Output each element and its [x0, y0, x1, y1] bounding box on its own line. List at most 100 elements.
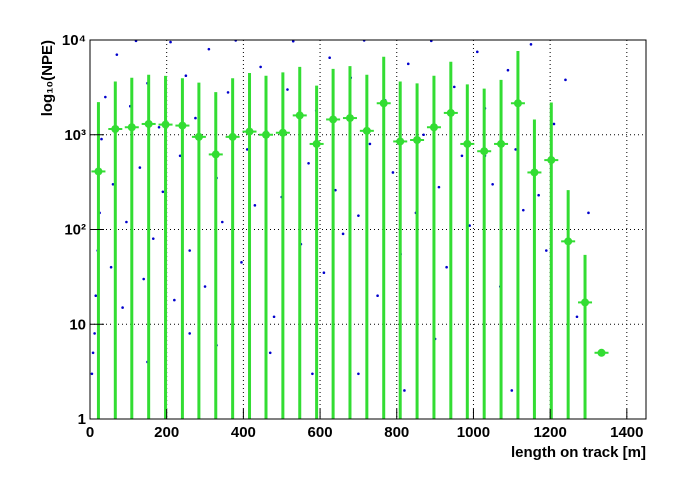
scatter-point: [587, 211, 590, 215]
scatter-point: [194, 116, 197, 120]
scatter-point: [328, 56, 331, 60]
scatter-point: [537, 193, 540, 197]
profile-point: [211, 150, 220, 159]
scatter-point: [90, 372, 94, 376]
x-tick-label: 0: [86, 424, 94, 441]
profile-point: [597, 348, 606, 357]
scatter-point: [272, 315, 276, 319]
profile-point: [295, 111, 304, 120]
scatter-point: [564, 78, 567, 82]
x-tick-label: 1200: [533, 424, 566, 441]
scatter-point: [226, 91, 230, 94]
plot-area: [90, 40, 609, 419]
scatter-point: [545, 249, 548, 252]
profile-point: [362, 126, 371, 135]
scatter-point: [253, 204, 257, 207]
profile-point: [379, 99, 388, 108]
scatter-point: [111, 182, 115, 186]
x-axis-title: length on track [m]: [511, 444, 646, 461]
scatter-point: [376, 294, 379, 298]
profile-point: [262, 130, 271, 139]
scatter-point: [203, 285, 207, 288]
profile-point: [413, 136, 422, 145]
scatter-point: [311, 372, 314, 376]
profile-point: [446, 108, 455, 117]
x-tick-label: 400: [231, 424, 256, 441]
profile-point: [497, 139, 506, 148]
profile-point: [429, 123, 438, 132]
profile-point: [513, 99, 522, 108]
scatter-point: [240, 261, 243, 264]
scatter-point: [307, 161, 310, 165]
profile-point: [547, 156, 556, 165]
profile-point: [161, 120, 170, 129]
scatter-point: [575, 315, 579, 319]
scatter-point: [322, 271, 326, 274]
scatter-point: [115, 53, 119, 56]
profile-point: [178, 121, 187, 130]
scatter-point: [207, 47, 211, 51]
scatter-point: [138, 166, 142, 169]
scatter-point: [491, 182, 494, 186]
profile-point: [581, 298, 590, 307]
scatter-point: [514, 148, 517, 151]
scatter-point: [422, 133, 425, 137]
scatter-point: [475, 50, 479, 54]
scatter-point: [286, 88, 289, 91]
profile-point: [463, 139, 472, 148]
scatter-point: [100, 137, 103, 141]
profile-point: [94, 167, 103, 176]
scatter-point: [151, 237, 155, 240]
x-tick-label: 800: [384, 424, 409, 441]
scatter-point: [142, 277, 145, 281]
scatter-point: [510, 389, 514, 392]
scatter-point: [552, 122, 556, 126]
scatter-point: [429, 40, 433, 43]
y-tick-label: 10²: [64, 222, 86, 239]
scatter-point: [109, 265, 113, 269]
scatter-point: [506, 68, 510, 72]
scatter-point: [91, 351, 95, 355]
scatter-point: [406, 62, 410, 66]
scatter-point: [184, 74, 188, 77]
y-tick-label: 10³: [64, 127, 86, 144]
scatter-point: [437, 185, 441, 189]
scatter-point: [460, 154, 464, 158]
profile-point: [245, 127, 254, 136]
x-tick-label: 1000: [457, 424, 490, 441]
scatter-point: [245, 148, 249, 151]
scatter-point: [125, 220, 128, 224]
profile-point: [329, 115, 338, 124]
profile-point: [127, 123, 136, 132]
profile-point: [530, 168, 539, 177]
scatter-point: [134, 40, 138, 43]
scatter-point: [468, 224, 471, 227]
scatter-point: [521, 208, 525, 212]
y-tick-label: 1: [78, 411, 86, 428]
scatter-point: [93, 332, 96, 335]
scatter-point: [268, 351, 272, 355]
scatter-point: [188, 249, 191, 252]
scatter-point: [259, 65, 262, 69]
profile-point: [111, 124, 120, 133]
scatter-point: [341, 232, 345, 236]
profile-point: [312, 139, 321, 148]
scatter-point: [529, 43, 533, 46]
y-tick-label: 10⁴: [62, 32, 86, 49]
profile-point: [278, 128, 287, 137]
profile-point: [228, 132, 237, 141]
scatter-point: [169, 40, 172, 44]
profile-point: [396, 137, 405, 146]
x-tick-label: 600: [308, 424, 333, 441]
scatter-point: [94, 294, 98, 298]
scatter-point: [121, 306, 124, 309]
profile-point: [564, 237, 573, 246]
scatter-point: [357, 372, 360, 376]
scatter-point: [334, 188, 337, 192]
axes: 0 200 400 600 800 1000 1200 1400 1 10 10² 10³ 10⁴: [62, 32, 644, 441]
scatter-point: [104, 95, 107, 99]
y-axis-title: log₁₀(NPE): [39, 40, 56, 116]
scatter-point: [445, 265, 448, 269]
